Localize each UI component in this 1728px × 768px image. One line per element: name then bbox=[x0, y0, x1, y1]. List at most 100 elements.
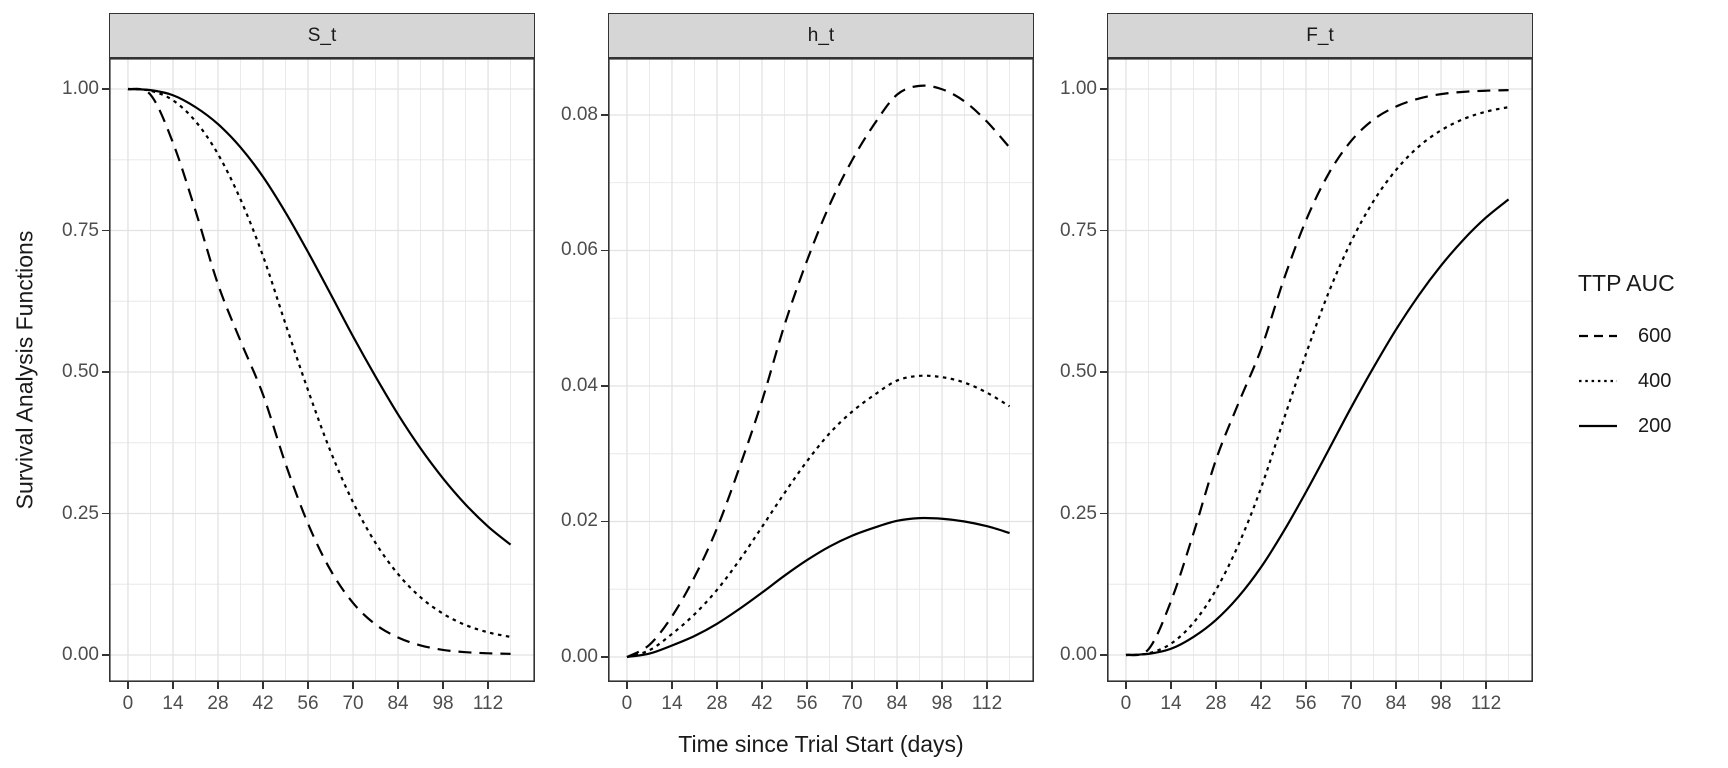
x-tick-label: 56 bbox=[297, 693, 319, 714]
legend-entries: 600 400 200 bbox=[1578, 323, 1728, 439]
panel-F_t bbox=[1107, 58, 1533, 682]
x-tick-mark bbox=[1350, 682, 1352, 689]
y-tick-label: 0.50 bbox=[62, 361, 99, 382]
x-tick-label: 14 bbox=[162, 693, 184, 714]
y-tick-label: 0.04 bbox=[561, 374, 598, 396]
x-tick-label: 84 bbox=[1385, 693, 1407, 714]
x-tick-mark bbox=[172, 682, 174, 689]
legend-label: 200 bbox=[1638, 414, 1672, 437]
curve-h_t-200 bbox=[626, 516, 1010, 659]
legend-key-solid-line bbox=[1579, 424, 1617, 428]
y-tick-mark bbox=[102, 512, 109, 515]
x-tick-mark bbox=[1395, 682, 1397, 689]
x-tick-label: 42 bbox=[1250, 693, 1272, 714]
legend-key-dotted-line bbox=[1579, 379, 1617, 383]
x-tick-mark bbox=[626, 682, 628, 689]
curve-S_t-600 bbox=[127, 87, 511, 655]
x-tick-label: 70 bbox=[342, 693, 364, 714]
panel-h_t bbox=[608, 58, 1034, 682]
x-tick-mark bbox=[487, 682, 489, 689]
x-tick-label: 56 bbox=[1295, 693, 1317, 714]
x-tick-label: 112 bbox=[1470, 693, 1502, 714]
legend-entry-200: 200 bbox=[1578, 413, 1728, 439]
y-tick-mark bbox=[1100, 512, 1107, 515]
curve-F_t-600 bbox=[1125, 89, 1509, 657]
x-tick-label: 42 bbox=[751, 693, 773, 714]
x-tick-mark bbox=[442, 682, 444, 689]
y-tick-mark bbox=[601, 114, 608, 116]
x-tick-mark bbox=[307, 682, 309, 689]
y-tick-mark bbox=[1100, 229, 1107, 232]
y-tick-mark bbox=[601, 656, 608, 658]
y-tick-label: 0.00 bbox=[561, 645, 598, 667]
legend-key-dashed-line bbox=[1579, 334, 1617, 338]
x-tick-mark bbox=[671, 682, 673, 689]
x-tick-label: 98 bbox=[1430, 693, 1452, 714]
x-tick-mark bbox=[806, 682, 808, 689]
x-tick-label: 112 bbox=[472, 693, 504, 714]
facet-strip-S_t: S_t bbox=[109, 13, 535, 58]
y-tick-label: 0.50 bbox=[1060, 361, 1097, 382]
y-tick-label: 0.25 bbox=[62, 502, 99, 524]
x-tick-label: 84 bbox=[886, 693, 908, 714]
x-tick-mark bbox=[1215, 682, 1217, 689]
curve-h_t-400 bbox=[626, 374, 1011, 659]
legend: TTP AUC 600 400 200 bbox=[1578, 270, 1728, 439]
y-tick-label: 1.00 bbox=[1060, 78, 1097, 100]
y-axis-title: Survival Analysis Functions bbox=[11, 230, 38, 510]
x-tick-mark bbox=[986, 682, 988, 689]
y-tick-label: 0.75 bbox=[1060, 219, 1097, 241]
x-tick-mark bbox=[761, 682, 763, 689]
x-tick-label: 14 bbox=[661, 693, 683, 714]
y-tick-label: 0.02 bbox=[561, 510, 598, 532]
x-tick-label: 98 bbox=[432, 693, 454, 714]
y-tick-mark bbox=[102, 371, 109, 373]
y-tick-label: 0.06 bbox=[561, 239, 598, 261]
legend-label: 600 bbox=[1638, 324, 1672, 347]
x-tick-mark bbox=[851, 682, 853, 689]
x-tick-mark bbox=[127, 682, 129, 689]
x-tick-label: 112 bbox=[971, 693, 1003, 714]
y-tick-mark bbox=[102, 229, 109, 232]
y-tick-mark bbox=[1100, 654, 1107, 656]
legend-entry-600: 600 bbox=[1578, 323, 1728, 349]
x-tick-label: 0 bbox=[621, 693, 633, 714]
y-tick-mark bbox=[1100, 88, 1107, 90]
y-tick-mark bbox=[601, 385, 608, 387]
curve-S_t-200 bbox=[127, 87, 512, 546]
x-tick-label: 0 bbox=[122, 693, 134, 714]
x-tick-mark bbox=[1170, 682, 1172, 689]
x-tick-mark bbox=[397, 682, 399, 689]
x-tick-label: 28 bbox=[207, 693, 229, 714]
curve-h_t-600 bbox=[626, 84, 1011, 658]
x-tick-label: 70 bbox=[841, 693, 863, 714]
panel-S_t bbox=[109, 58, 535, 682]
y-tick-label: 0.00 bbox=[62, 644, 99, 665]
x-tick-mark bbox=[262, 682, 264, 689]
curve-F_t-200 bbox=[1125, 198, 1510, 657]
facet-strip-F_t: F_t bbox=[1107, 13, 1533, 58]
x-tick-mark bbox=[716, 682, 718, 689]
y-tick-mark bbox=[102, 654, 109, 656]
x-tick-label: 84 bbox=[387, 693, 409, 714]
x-tick-label: 0 bbox=[1120, 693, 1132, 714]
x-tick-label: 28 bbox=[706, 693, 728, 714]
x-tick-mark bbox=[217, 682, 219, 689]
y-tick-label: 0.75 bbox=[62, 219, 99, 241]
y-tick-mark bbox=[601, 520, 608, 523]
x-tick-mark bbox=[941, 682, 943, 689]
legend-entry-400: 400 bbox=[1578, 368, 1728, 394]
y-tick-label: 1.00 bbox=[62, 78, 99, 100]
x-tick-mark bbox=[1440, 682, 1442, 689]
y-tick-mark bbox=[601, 249, 608, 252]
x-tick-label: 56 bbox=[796, 693, 818, 714]
x-tick-mark bbox=[1485, 682, 1487, 689]
y-tick-label: 0.00 bbox=[1060, 644, 1097, 665]
x-tick-mark bbox=[1260, 682, 1262, 689]
x-tick-mark bbox=[352, 682, 354, 689]
x-tick-label: 42 bbox=[252, 693, 274, 714]
x-tick-mark bbox=[1125, 682, 1127, 689]
x-tick-label: 98 bbox=[931, 693, 953, 714]
x-tick-mark bbox=[896, 682, 898, 689]
